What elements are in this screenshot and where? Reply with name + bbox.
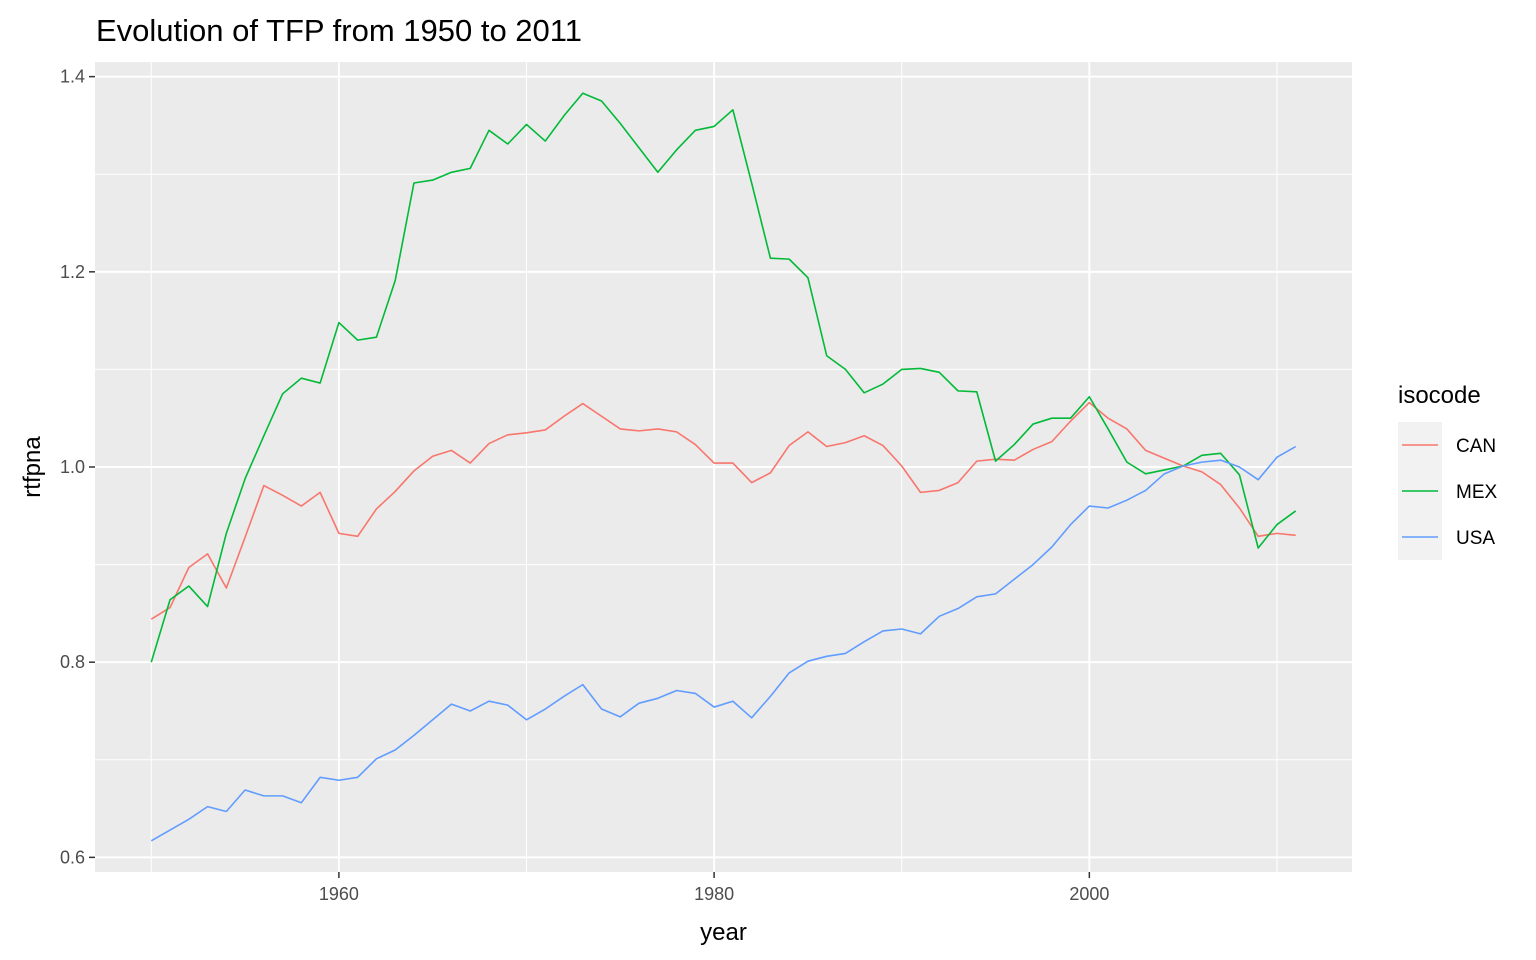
series-line-usa (150, 445, 1297, 842)
y-axis: 0.6 0.8 1.0 1.2 1.4 (60, 67, 95, 867)
y-tick-label: 1.0 (60, 457, 85, 477)
chart-title: Evolution of TFP from 1950 to 2011 (96, 13, 582, 48)
series-line-mex (150, 92, 1297, 663)
y-tick-label: 1.4 (60, 67, 85, 87)
series-lines (150, 92, 1297, 842)
y-tick-label: 0.6 (60, 847, 85, 867)
x-tick-label: 1980 (694, 884, 734, 904)
legend: isocode CAN MEX USA (1398, 382, 1498, 560)
x-axis: 1960 1980 2000 (319, 872, 1109, 904)
legend-items: CAN MEX USA (1398, 422, 1498, 560)
y-axis-title: rtfpna (19, 436, 46, 498)
x-tick-label: 1960 (319, 884, 359, 904)
series-line-can (150, 401, 1296, 620)
legend-label-usa: USA (1456, 528, 1495, 549)
y-tick-label: 0.8 (60, 652, 85, 672)
grid-major (95, 62, 1352, 872)
legend-label-can: CAN (1456, 436, 1496, 457)
y-tick-label: 1.2 (60, 262, 85, 282)
legend-title: isocode (1398, 382, 1481, 409)
x-axis-title: year (700, 919, 747, 946)
x-tick-label: 2000 (1069, 884, 1109, 904)
legend-label-mex: MEX (1456, 482, 1498, 503)
